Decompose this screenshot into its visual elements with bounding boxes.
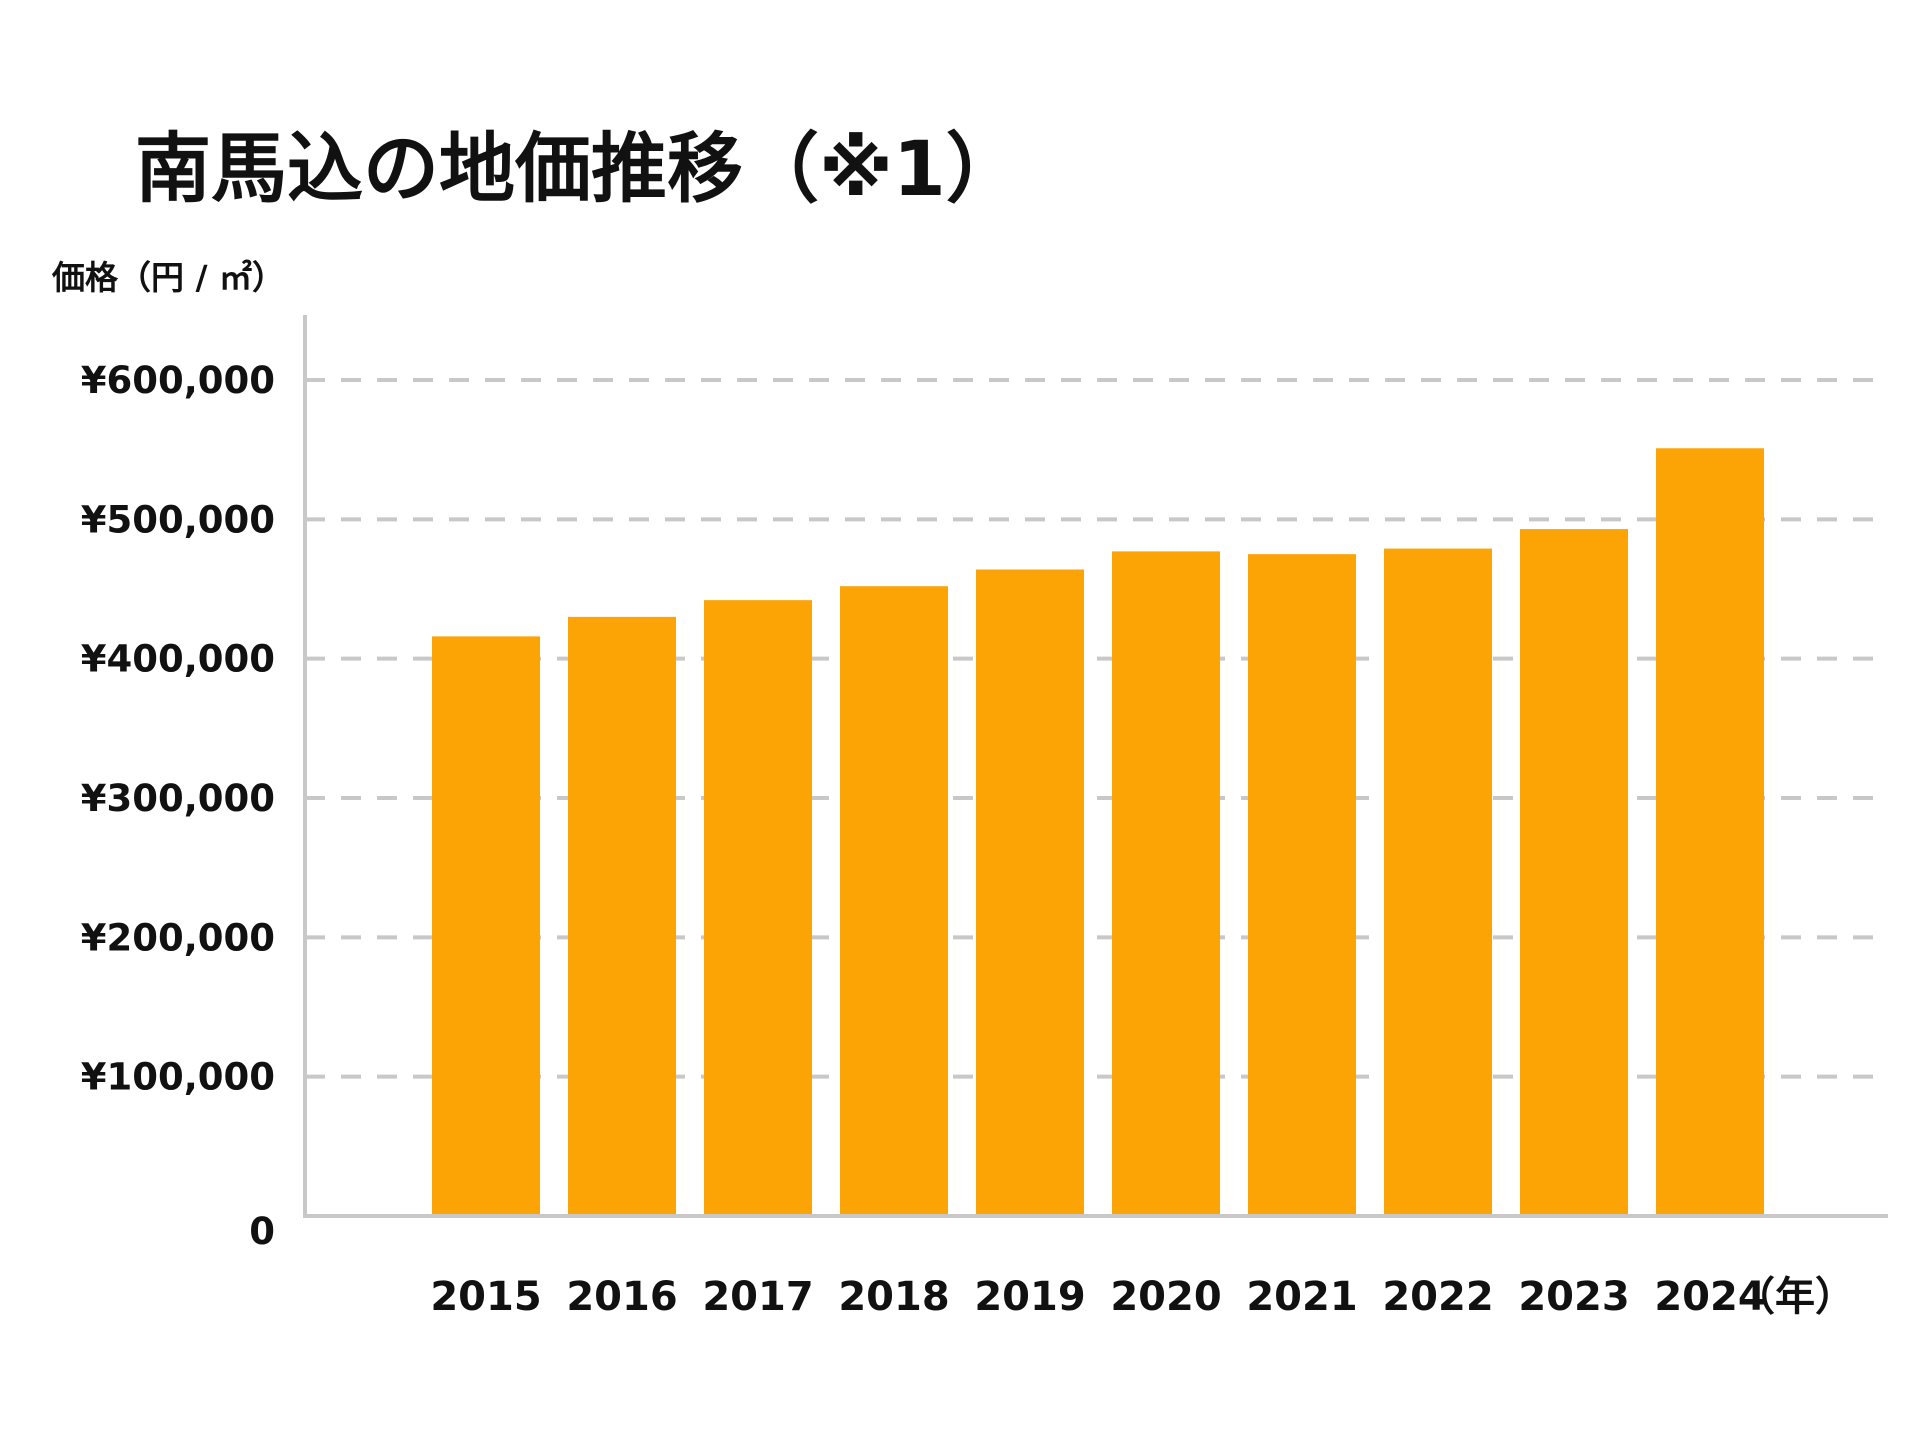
- y-tick-label: ¥600,000: [81, 359, 275, 402]
- x-tick-label: 2020: [1110, 1274, 1221, 1320]
- bar: [1520, 529, 1628, 1216]
- x-tick-label: 2023: [1518, 1274, 1629, 1320]
- x-tick-label: 2019: [974, 1274, 1085, 1320]
- x-tick-label: 2015: [430, 1274, 541, 1320]
- y-tick-label: ¥300,000: [81, 777, 275, 820]
- gridlines: [305, 378, 1885, 1079]
- x-tick-label: 2021: [1246, 1274, 1357, 1320]
- bar: [976, 569, 1084, 1216]
- bar: [1656, 448, 1764, 1217]
- y-tick-label: ¥500,000: [81, 498, 275, 541]
- bar: [840, 586, 948, 1216]
- bar: [1112, 551, 1220, 1216]
- y-tick-label: ¥400,000: [81, 638, 275, 681]
- y-tick-label: ¥100,000: [81, 1056, 275, 1099]
- x-tick-label: 2018: [838, 1274, 949, 1320]
- bar: [1384, 548, 1492, 1216]
- axis-lines: [303, 315, 1888, 1218]
- y-tick-labels: 0 ¥100,000 ¥200,000 ¥300,000 ¥400,000 ¥500,00…: [81, 359, 275, 1253]
- y-tick-label: ¥200,000: [81, 916, 275, 959]
- chart-title: 南馬込の地価推移（※1）: [135, 124, 1022, 213]
- x-axis-unit-label: （年）: [1735, 1274, 1855, 1320]
- bars: [432, 448, 1764, 1217]
- bar: [432, 636, 540, 1216]
- x-tick-label: 2017: [702, 1274, 813, 1320]
- x-tick-label: 2024: [1654, 1274, 1765, 1320]
- bar: [1248, 554, 1356, 1216]
- bar: [568, 616, 676, 1216]
- x-tick-labels: 2015 2016 2017 2018 2019 2020 2021 2022 2023 2024: [430, 1274, 1765, 1320]
- y-tick-label: 0: [249, 1210, 275, 1253]
- x-tick-label: 2016: [566, 1274, 677, 1320]
- x-tick-label: 2022: [1382, 1274, 1493, 1320]
- bar: [704, 600, 812, 1216]
- y-axis-label: 価格（円 / ㎡）: [51, 258, 285, 297]
